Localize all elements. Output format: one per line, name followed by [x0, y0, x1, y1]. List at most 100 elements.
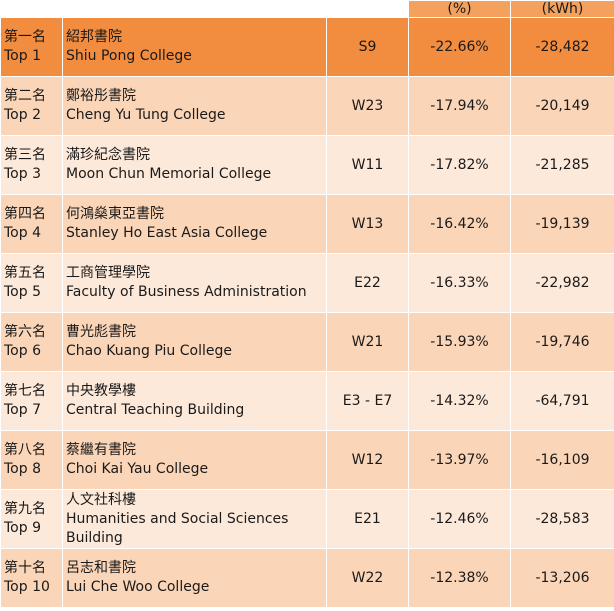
rank-cell: 第一名 Top 1 [0, 17, 63, 77]
table-row: 第七名 Top 7 中央教學樓 Central Teaching Building E3… [0, 371, 614, 431]
building-name-cell: 中央教學樓 Central Teaching Building [62, 371, 327, 431]
percent-change: -16.33% [408, 253, 511, 313]
table-row: 第二名 Top 2 鄭裕彤書院 Cheng Yu Tung College W23 -17… [0, 76, 614, 136]
table-row: 第十名 Top 10 呂志和書院 Lui Che Woo College W22 -12.… [0, 548, 614, 608]
building-name-cell: 工商管理學院 Faculty of Business Administration [62, 253, 327, 313]
table-row: 第一名 Top 1 紹邦書院 Shiu Pong College S9 -22.66% -2… [0, 17, 614, 77]
rank-en: Top 4 [4, 225, 41, 241]
table-row: 第九名 Top 9 人文社科樓 Humanities and Social Scien… [0, 489, 614, 549]
rank-cell: 第四名 Top 4 [0, 194, 63, 254]
rank-zh: 第二名 [4, 88, 46, 104]
rank-en: Top 7 [4, 402, 41, 418]
building-code: E21 [326, 489, 409, 549]
building-code: S9 [326, 17, 409, 77]
building-code: W22 [326, 548, 409, 608]
building-name-zh: 紹邦書院 [66, 29, 122, 45]
building-name-en: Lui Che Woo College [66, 579, 210, 595]
table-row: 第四名 Top 4 何鴻燊東亞書院 Stanley Ho East Asia Coll… [0, 194, 614, 254]
building-name-cell: 蔡繼有書院 Choi Kai Yau College [62, 430, 327, 490]
rank-cell: 第九名 Top 9 [0, 489, 63, 549]
header-code [326, 0, 409, 18]
building-name-cell: 鄭裕彤書院 Cheng Yu Tung College [62, 76, 327, 136]
table-row: 第五名 Top 5 工商管理學院 Faculty of Business Admini… [0, 253, 614, 313]
rank-cell: 第八名 Top 8 [0, 430, 63, 490]
building-code: W13 [326, 194, 409, 254]
rank-en: Top 3 [4, 166, 41, 182]
building-name-zh: 工商管理學院 [66, 265, 150, 281]
table-row: 第六名 Top 6 曹光彪書院 Chao Kuang Piu College W21 -1… [0, 312, 614, 372]
rank-en: Top 10 [4, 579, 50, 595]
building-name-cell: 曹光彪書院 Chao Kuang Piu College [62, 312, 327, 372]
building-name-en: Stanley Ho East Asia College [66, 225, 268, 241]
building-name-zh: 何鴻燊東亞書院 [66, 206, 164, 222]
percent-change: -15.93% [408, 312, 511, 372]
rank-cell: 第五名 Top 5 [0, 253, 63, 313]
kwh-change: -64,791 [510, 371, 614, 431]
percent-change: -12.38% [408, 548, 511, 608]
building-name-en: Choi Kai Yau College [66, 461, 209, 477]
rank-cell: 第七名 Top 7 [0, 371, 63, 431]
building-name-cell: 滿珍紀念書院 Moon Chun Memorial College [62, 135, 327, 195]
building-name-zh: 鄭裕彤書院 [66, 88, 136, 104]
building-name-zh: 滿珍紀念書院 [66, 147, 150, 163]
kwh-change: -16,109 [510, 430, 614, 490]
rank-en: Top 2 [4, 107, 41, 123]
rank-cell: 第三名 Top 3 [0, 135, 63, 195]
rank-en: Top 5 [4, 284, 41, 300]
rank-zh: 第一名 [4, 29, 46, 45]
building-name-zh: 人文社科樓 [66, 491, 136, 508]
kwh-change: -22,982 [510, 253, 614, 313]
building-name-cell: 何鴻燊東亞書院 Stanley Ho East Asia College [62, 194, 327, 254]
building-name-en: Humanities and Social Sciences Building [66, 510, 289, 546]
building-name-zh: 蔡繼有書院 [66, 442, 136, 458]
building-code: W11 [326, 135, 409, 195]
building-name-cell: 呂志和書院 Lui Che Woo College [62, 548, 327, 608]
kwh-change: -28,482 [510, 17, 614, 77]
rank-cell: 第六名 Top 6 [0, 312, 63, 372]
header-row: (%) (kWh) [0, 0, 614, 18]
rank-zh: 第四名 [4, 206, 46, 222]
building-name-en: Cheng Yu Tung College [66, 107, 226, 123]
building-code: W12 [326, 430, 409, 490]
building-code: E22 [326, 253, 409, 313]
rank-zh: 第六名 [4, 324, 46, 340]
header-percent: (%) [408, 0, 511, 18]
rank-cell: 第二名 Top 2 [0, 76, 63, 136]
kwh-change: -13,206 [510, 548, 614, 608]
percent-change: -16.42% [408, 194, 511, 254]
building-name-en: Moon Chun Memorial College [66, 166, 272, 182]
header-name [62, 0, 327, 18]
rank-cell: 第十名 Top 10 [0, 548, 63, 608]
building-name-zh: 呂志和書院 [66, 560, 136, 576]
kwh-change: -21,285 [510, 135, 614, 195]
rank-zh: 第七名 [4, 383, 46, 399]
rank-zh: 第九名 [4, 501, 46, 517]
rank-en: Top 8 [4, 461, 41, 477]
building-name-en: Central Teaching Building [66, 402, 245, 418]
percent-change: -13.97% [408, 430, 511, 490]
rank-zh: 第三名 [4, 147, 46, 163]
kwh-change: -19,746 [510, 312, 614, 372]
building-name-en: Chao Kuang Piu College [66, 343, 232, 359]
percent-change: -17.94% [408, 76, 511, 136]
percent-change: -22.66% [408, 17, 511, 77]
building-name-cell: 紹邦書院 Shiu Pong College [62, 17, 327, 77]
percent-change: -17.82% [408, 135, 511, 195]
kwh-change: -20,149 [510, 76, 614, 136]
building-name-zh: 中央教學樓 [66, 383, 136, 399]
building-name-en: Faculty of Business Administration [66, 284, 307, 300]
kwh-change: -28,583 [510, 489, 614, 549]
rank-en: Top 1 [4, 48, 41, 64]
building-name-cell: 人文社科樓 Humanities and Social Sciences Buil… [62, 489, 327, 549]
header-kwh: (kWh) [510, 0, 614, 18]
percent-change: -14.32% [408, 371, 511, 431]
rank-en: Top 9 [4, 520, 41, 536]
building-code: W23 [326, 76, 409, 136]
building-name-en: Shiu Pong College [66, 48, 192, 64]
building-code: W21 [326, 312, 409, 372]
building-code: E3 - E7 [326, 371, 409, 431]
kwh-change: -19,139 [510, 194, 614, 254]
rank-zh: 第八名 [4, 442, 46, 458]
header-rank [0, 0, 63, 18]
